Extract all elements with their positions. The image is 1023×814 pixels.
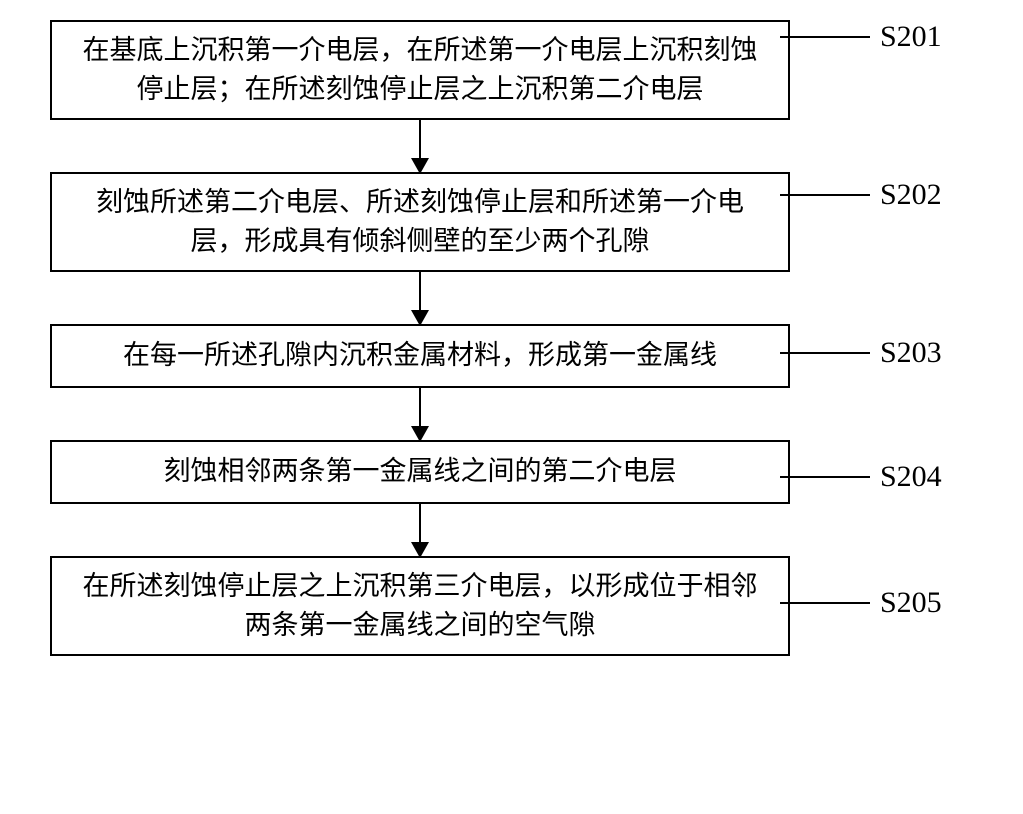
step-text-1: 在基底上沉积第一介电层，在所述第一介电层上沉积刻蚀停止层；在所述刻蚀停止层之上沉… [72, 31, 768, 109]
step-label-2: S202 [880, 178, 942, 212]
step-text-4: 刻蚀相邻两条第一金属线之间的第二介电层 [164, 452, 677, 491]
step-text-5: 在所述刻蚀停止层之上沉积第三介电层，以形成位于相邻两条第一金属线之间的空气隙 [72, 567, 768, 645]
connector-line-4 [780, 476, 870, 478]
step-label-3: S203 [880, 336, 942, 370]
step-text-3: 在每一所述孔隙内沉积金属材料，形成第一金属线 [123, 336, 717, 375]
connector-line-3 [780, 352, 870, 354]
step-label-1: S201 [880, 20, 942, 54]
step-box-5: 在所述刻蚀停止层之上沉积第三介电层，以形成位于相邻两条第一金属线之间的空气隙 [50, 556, 790, 656]
arrow-3 [419, 388, 421, 440]
connector-line-1 [780, 36, 870, 38]
arrow-2 [419, 272, 421, 324]
flowchart-container: 在基底上沉积第一介电层，在所述第一介电层上沉积刻蚀停止层；在所述刻蚀停止层之上沉… [40, 20, 800, 656]
step-text-2: 刻蚀所述第二介电层、所述刻蚀停止层和所述第一介电层，形成具有倾斜侧壁的至少两个孔… [72, 183, 768, 261]
connector-line-5 [780, 602, 870, 604]
step-box-3: 在每一所述孔隙内沉积金属材料，形成第一金属线 [50, 324, 790, 388]
step-label-5: S205 [880, 586, 942, 620]
connector-line-2 [780, 194, 870, 196]
step-box-4: 刻蚀相邻两条第一金属线之间的第二介电层 [50, 440, 790, 504]
step-box-2: 刻蚀所述第二介电层、所述刻蚀停止层和所述第一介电层，形成具有倾斜侧壁的至少两个孔… [50, 172, 790, 272]
arrow-4 [419, 504, 421, 556]
step-label-4: S204 [880, 460, 942, 494]
step-box-1: 在基底上沉积第一介电层，在所述第一介电层上沉积刻蚀停止层；在所述刻蚀停止层之上沉… [50, 20, 790, 120]
arrow-1 [419, 120, 421, 172]
